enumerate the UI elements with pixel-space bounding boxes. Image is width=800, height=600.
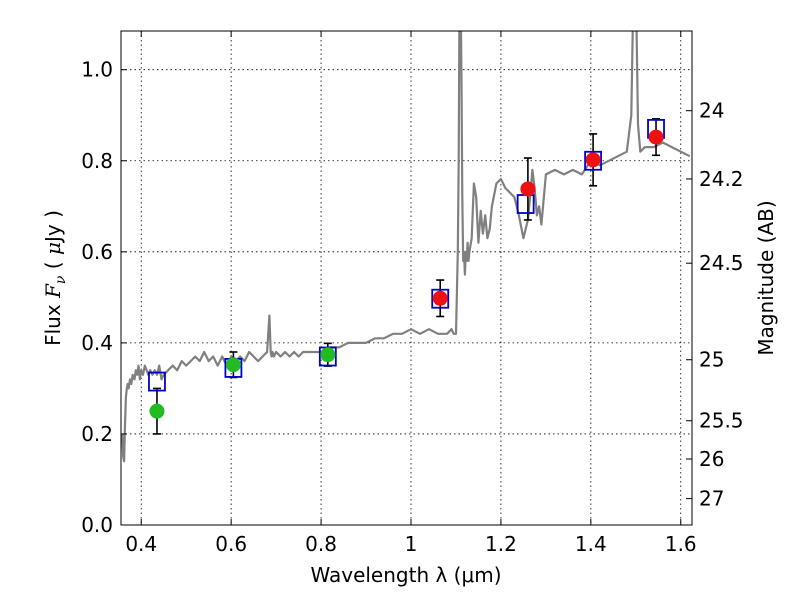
x-tick-label: 1.6 (665, 532, 697, 556)
y2-tick-label: 26 (699, 447, 724, 471)
optical-point (149, 404, 164, 419)
x-tick-label: 1 (405, 532, 418, 556)
nir-point (649, 130, 664, 145)
data-layer (122, 0, 690, 461)
x-tick-label: 0.6 (215, 532, 247, 556)
axis-ticks (121, 31, 692, 525)
y-tick-label: 0.0 (81, 513, 113, 537)
nir-point (586, 152, 601, 167)
y2-tick-label: 24.5 (699, 251, 744, 275)
x-tick-label: 1.2 (485, 532, 517, 556)
y2-tick-label: 24.2 (699, 167, 744, 191)
plot-area (122, 0, 690, 461)
y2-axis-label: Magnitude (AB) (754, 200, 778, 355)
y-tick-label: 0.6 (81, 240, 113, 264)
tick-labels: 0.4 0.6 0.8 1 1.2 1.4 1.6 0.0 0.2 0.4 0.6 0.8 1.0 24 2… (81, 58, 743, 556)
y-tick-label: 1.0 (81, 58, 113, 82)
x-tick-label: 1.4 (575, 532, 607, 556)
grid (121, 31, 692, 525)
nir-point (520, 181, 535, 196)
y2-tick-label: 27 (699, 487, 724, 511)
plot-frame (121, 31, 692, 525)
y2-tick-label: 24 (699, 99, 724, 123)
y2-tick-label: 25.5 (699, 409, 744, 433)
y2-tick-label: 25 (699, 348, 724, 372)
nir-point (433, 291, 448, 306)
model-band-square (518, 195, 534, 213)
y-tick-label: 0.8 (81, 149, 113, 173)
sed-chart: 0.4 0.6 0.8 1 1.2 1.4 1.6 0.0 0.2 0.4 0.6 0.8 1.0 24 2… (0, 0, 800, 600)
y-tick-label: 0.4 (81, 331, 113, 355)
x-axis-label: Wavelength λ (μm) (310, 563, 501, 587)
x-tick-label: 0.4 (125, 532, 157, 556)
x-tick-label: 0.8 (305, 532, 337, 556)
model-sed-line (122, 0, 690, 461)
y-tick-label: 0.2 (81, 422, 113, 446)
y-axis-label: Flux Fν ( μJy ) (41, 210, 69, 346)
optical-point (226, 357, 241, 372)
optical-point (320, 347, 335, 362)
